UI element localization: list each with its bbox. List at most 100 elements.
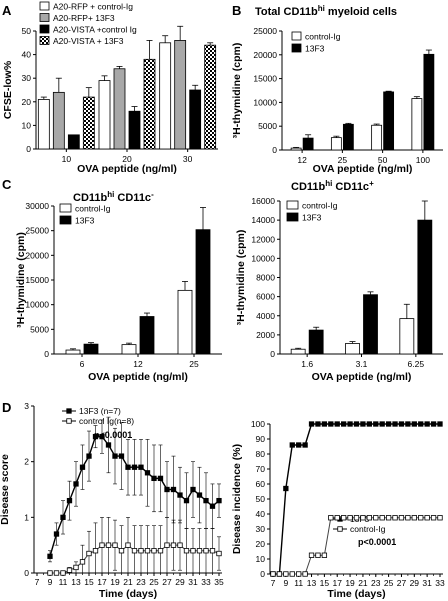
bar-white bbox=[37, 99, 50, 150]
marker-filled-square bbox=[321, 421, 328, 427]
y-tick-label: 10000 bbox=[251, 253, 275, 263]
bar-black bbox=[67, 134, 80, 150]
y-tick-label: 2000 bbox=[256, 330, 275, 340]
x-tick-label: 21 bbox=[358, 578, 368, 588]
x-tick-label: 25 bbox=[189, 359, 199, 369]
p-value-annotation: p<0.0001 bbox=[94, 430, 132, 440]
x-tick-label: 100 bbox=[416, 155, 430, 165]
p-value-annotation: p<0.0001 bbox=[358, 537, 396, 547]
y-tick-label: 30000 bbox=[25, 201, 49, 211]
bar-white bbox=[121, 344, 137, 355]
legend-swatch bbox=[39, 13, 50, 22]
x-tick-label: 23 bbox=[136, 577, 146, 587]
y-tick-label: 1 bbox=[24, 512, 29, 522]
marker-open-square bbox=[196, 548, 203, 554]
bar-check bbox=[82, 96, 95, 150]
x-tick-label: 25 bbox=[384, 578, 394, 588]
chart-c-cd11c-positive: 0 2000 4000 6000 8000 10000 12000 14000 16000 ³H-… bbox=[235, 179, 443, 383]
y-tick-label: 0 bbox=[26, 144, 31, 154]
marker-open-square bbox=[170, 542, 177, 548]
marker-filled-square bbox=[99, 433, 105, 440]
bar-black bbox=[139, 316, 155, 355]
marker-filled-square bbox=[138, 464, 144, 470]
x-tick-label: 33 bbox=[201, 577, 211, 587]
x-tick-label: 3.1 bbox=[356, 359, 368, 369]
marker-open-square bbox=[138, 548, 144, 554]
x-tick-label: 11 bbox=[294, 578, 303, 588]
marker-open-square bbox=[337, 526, 343, 532]
y-axis-label: CFSE-low% bbox=[2, 60, 14, 119]
marker-filled-square bbox=[79, 464, 86, 470]
marker-open-square bbox=[379, 515, 385, 521]
bar-black bbox=[83, 343, 99, 355]
y-tick-label: 12000 bbox=[251, 234, 275, 244]
marker-open-square bbox=[366, 515, 372, 521]
legend-swatch bbox=[39, 36, 50, 45]
legend-label: 13F3 bbox=[75, 216, 95, 226]
chart-title-text: CD11c bbox=[114, 192, 151, 204]
chart-title: CD11bhi CD11c- bbox=[73, 190, 154, 205]
bar-black bbox=[342, 123, 354, 151]
y-tick-label: 16000 bbox=[251, 196, 275, 206]
x-tick-label: 27 bbox=[397, 578, 407, 588]
bar-white bbox=[177, 289, 193, 355]
marker-open-square bbox=[296, 571, 302, 577]
legend-label: control Ig(n=8) bbox=[79, 416, 134, 426]
chart-title-superscript: - bbox=[151, 190, 154, 199]
legend-swatch bbox=[291, 43, 302, 53]
x-tick-label: 29 bbox=[410, 578, 420, 588]
marker-open-square bbox=[341, 515, 347, 521]
y-tick-label: 6000 bbox=[256, 292, 275, 302]
chart-title-text: CD11c bbox=[332, 181, 369, 193]
legend-swatch bbox=[286, 212, 299, 222]
y-tick-label: 25000 bbox=[253, 26, 277, 36]
bar-black bbox=[383, 91, 395, 151]
marker-filled-square bbox=[366, 421, 372, 427]
bar-black bbox=[128, 110, 141, 150]
legend-label: control-Ig bbox=[350, 524, 386, 534]
marker-filled-square bbox=[60, 514, 66, 520]
marker-open-square bbox=[302, 571, 308, 577]
y-tick-label: 10000 bbox=[253, 97, 277, 107]
marker-filled-square bbox=[73, 481, 79, 487]
y-tick-label: 10000 bbox=[25, 300, 49, 310]
legend-label: control-Ig bbox=[305, 32, 341, 42]
bar-black bbox=[417, 219, 433, 355]
x-tick-label: 31 bbox=[188, 577, 198, 587]
legend-label: 13F3 (n=7) bbox=[79, 406, 121, 416]
bar-black bbox=[195, 229, 211, 355]
bar-white bbox=[98, 80, 111, 150]
x-tick-label: 17 bbox=[332, 578, 342, 588]
y-tick-label: 30 bbox=[256, 524, 266, 534]
y-axis-label: ³H-thymidine (cpm) bbox=[235, 230, 247, 326]
marker-open-square bbox=[60, 570, 66, 576]
panel-letter-b: B bbox=[232, 3, 241, 18]
marker-open-square bbox=[157, 548, 164, 554]
marker-filled-square bbox=[353, 421, 360, 427]
y-tick-label: 0 bbox=[44, 349, 49, 359]
marker-filled-square bbox=[373, 421, 379, 427]
y-tick-label: 0 bbox=[24, 568, 29, 578]
marker-open-square bbox=[328, 515, 334, 521]
y-tick-label: 40 bbox=[256, 509, 266, 519]
x-tick-label: 7 bbox=[271, 578, 276, 588]
marker-filled-square bbox=[379, 421, 385, 427]
panel-letter-c: C bbox=[2, 177, 12, 192]
legend-label: control-Ig bbox=[302, 201, 338, 211]
legend-swatch bbox=[59, 203, 72, 213]
marker-filled-square bbox=[328, 421, 334, 427]
y-tick-label: 20000 bbox=[253, 50, 277, 60]
marker-filled-square bbox=[424, 421, 430, 427]
y-tick-label: 10 bbox=[256, 554, 266, 564]
marker-open-square bbox=[216, 550, 222, 557]
x-tick-label: 12 bbox=[297, 155, 307, 165]
marker-filled-square bbox=[53, 531, 60, 537]
legend-label: 13F3 bbox=[302, 213, 322, 223]
marker-filled-square bbox=[360, 421, 366, 427]
legend-label: A20-RFP+ 13F3 bbox=[53, 13, 115, 23]
marker-open-square bbox=[430, 515, 437, 521]
marker-open-square bbox=[112, 542, 118, 548]
marker-filled-square bbox=[125, 464, 131, 470]
bar-white bbox=[159, 42, 172, 150]
marker-filled-square bbox=[177, 492, 183, 498]
